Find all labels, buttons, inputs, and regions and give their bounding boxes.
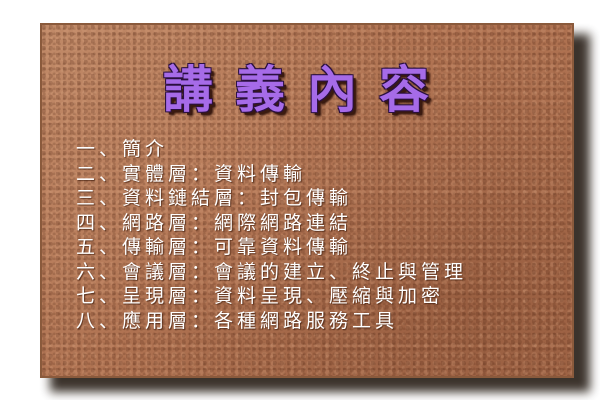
list-item: 七、呈現層：資料呈現、壓縮與加密 xyxy=(76,285,445,307)
list-item: 四、網路層：網際網路連結 xyxy=(76,211,353,234)
list-item: 五、傳輸層：可靠資料傳輸 xyxy=(76,236,353,258)
slide-title: 講義內容 xyxy=(163,61,451,119)
list-item: 三、資料鏈結層：封包傳輸 xyxy=(76,187,353,209)
cork-board: 講義內容 一、簡介 二、實體層：資料傳輸 三、資料鏈結層：封包傳輸 四、網路層：… xyxy=(40,23,574,378)
list-item: 二、實體層：資料傳輸 xyxy=(76,162,307,185)
contents-list: 一、簡介 二、實體層：資料傳輸 三、資料鏈結層：封包傳輸 四、網路層：網際網路連… xyxy=(76,137,467,333)
list-item: 一、簡介 xyxy=(76,138,169,160)
list-item: 六、會議層：會議的建立、終止與管理 xyxy=(76,260,468,283)
list-item: 八、應用層：各種網路服務工具 xyxy=(76,309,399,332)
